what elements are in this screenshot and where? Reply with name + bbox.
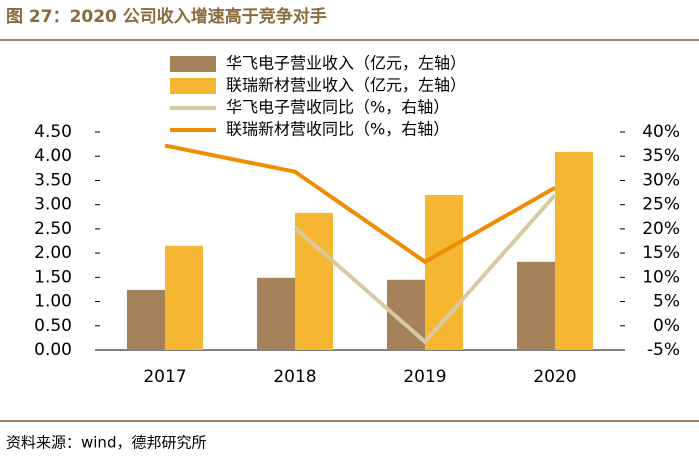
y-tick-label: 4.00 (34, 146, 72, 166)
y-tick-label: 0.00 (34, 340, 72, 360)
y2-tick-label: 25% (642, 195, 680, 215)
x-tick-label: 2018 (273, 367, 316, 387)
chart-title: 图 27：2020 公司收入增速高于竞争对手 (6, 6, 327, 27)
y-tick-label: 0.50 (34, 316, 72, 336)
legend-label: 华飞电子营收同比（%，右轴） (226, 98, 449, 117)
y-tick-label: 2.50 (34, 219, 72, 239)
y-tick-label: 3.00 (34, 195, 72, 215)
legend-label: 联瑞新材营收同比（%，右轴） (226, 120, 449, 139)
legend-swatch (170, 78, 216, 94)
legend-label: 华飞电子营业收入（亿元，左轴） (226, 54, 466, 73)
bar (425, 194, 463, 350)
bar (165, 245, 203, 350)
y-tick-label: 1.50 (34, 267, 72, 287)
y-tick-label: 1.00 (34, 292, 72, 312)
y2-tick-label: 35% (642, 146, 680, 166)
bar (127, 289, 165, 350)
y2-tick-label: -5% (647, 340, 680, 360)
y-tick-label: 3.50 (34, 170, 72, 190)
line (293, 193, 557, 345)
legend-label: 联瑞新材营业收入（亿元，左轴） (226, 76, 466, 95)
bar (555, 151, 593, 350)
y2-tick-label: 40% (642, 122, 680, 142)
y-tick-label: 4.50 (34, 122, 72, 142)
y2-tick-label: 10% (642, 267, 680, 287)
x-tick-label: 2019 (403, 367, 446, 387)
legend-swatch (170, 56, 216, 72)
y2-tick-label: 20% (642, 219, 680, 239)
source: 资料来源：wind，德邦研究所 (6, 434, 206, 452)
x-tick-label: 2017 (143, 367, 186, 387)
x-tick-label: 2020 (533, 367, 576, 387)
y2-tick-label: 15% (642, 243, 680, 263)
y2-tick-label: 5% (653, 292, 680, 312)
y2-tick-label: 30% (642, 170, 680, 190)
bar (517, 261, 555, 350)
y-tick-label: 2.00 (34, 243, 72, 263)
line (164, 143, 556, 265)
bar (257, 277, 295, 350)
y2-tick-label: 0% (653, 316, 680, 336)
